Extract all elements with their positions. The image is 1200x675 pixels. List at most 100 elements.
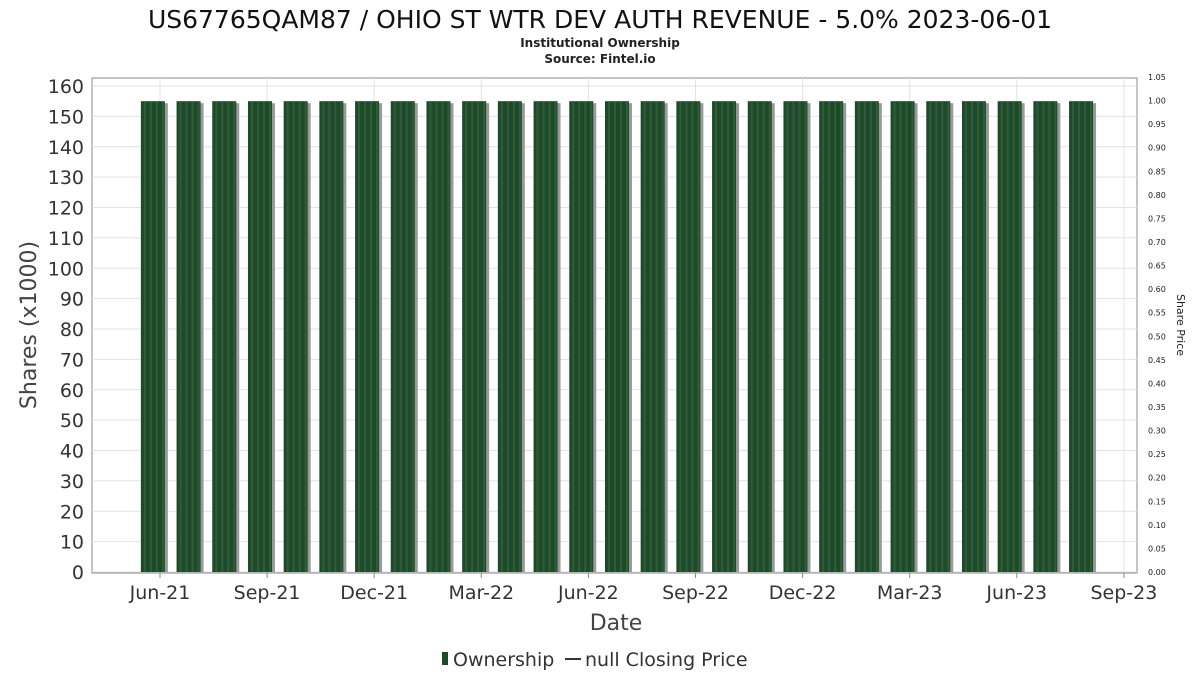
bar-stripe	[500, 101, 503, 572]
bar-Jul-21	[212, 101, 237, 572]
y-tick-label: 50	[60, 410, 84, 432]
bar-stripe	[715, 101, 718, 572]
y2-tick-label: 0.80	[1148, 191, 1166, 200]
bar-Apr-23	[961, 101, 986, 572]
y2-tick-label: 0.05	[1148, 544, 1166, 553]
bar-stripe	[798, 101, 801, 572]
bar-May-22	[569, 101, 594, 572]
y-tick-label: 30	[60, 471, 84, 493]
bar-stripe	[590, 101, 593, 572]
y-tick-label: 130	[48, 167, 84, 189]
bar-stripe	[518, 101, 521, 572]
bar-stripe	[328, 101, 331, 572]
y-tick-label: 10	[60, 532, 84, 554]
y2-tick-label: 0.90	[1148, 144, 1166, 153]
y-tick-label: 110	[48, 228, 84, 250]
bar-stripe	[393, 101, 396, 572]
x-tick-label: Dec-22	[769, 582, 837, 604]
bar-stripe	[191, 101, 194, 572]
bar-stripe	[899, 101, 902, 572]
chart-title: US67765QAM87 / OHIO ST WTR DEV AUTH REVE…	[148, 5, 1052, 34]
bar-Jun-22	[604, 101, 629, 572]
y2-tick-label: 0.10	[1148, 521, 1166, 530]
bar-stripe	[875, 101, 878, 572]
bar-stripe	[554, 101, 557, 572]
bar-stripe	[649, 101, 652, 572]
bar-stripe	[655, 101, 658, 572]
bar-stripe	[256, 101, 259, 572]
bar-stripe	[1072, 101, 1075, 572]
y2-tick-label: 0.35	[1148, 403, 1166, 412]
bar-stripe	[893, 101, 896, 572]
bar-stripe	[149, 101, 152, 572]
bar-Nov-22	[783, 101, 808, 572]
bar-stripe	[471, 101, 474, 572]
bar-stripe	[762, 101, 765, 572]
bar-stripe	[679, 101, 682, 572]
bar-stripe	[435, 101, 438, 572]
bar-stripe	[376, 101, 379, 572]
bar-stripe	[143, 101, 146, 572]
bar-stripe	[364, 101, 367, 572]
y2-tick-label: 0.70	[1148, 238, 1166, 247]
bar-stripe	[584, 101, 587, 572]
bar-Oct-22	[747, 101, 772, 572]
y2-tick-label: 0.50	[1148, 332, 1166, 341]
bar-stripe	[1090, 101, 1093, 572]
bar-stripe	[756, 101, 759, 572]
bar-Feb-22	[462, 101, 487, 572]
bar-stripe	[465, 101, 468, 572]
y-tick-label: 70	[60, 349, 84, 371]
bar-stripe	[929, 101, 932, 572]
y2-tick-label: 1.00	[1148, 97, 1166, 106]
bar-stripe	[733, 101, 736, 572]
bar-stripe	[399, 101, 402, 572]
x-tick-label: Jun-21	[129, 582, 191, 604]
y-tick-label: 0	[72, 562, 84, 584]
bar-stripe	[506, 101, 509, 572]
bar-stripe	[250, 101, 253, 572]
x-tick-label: Sep-23	[1090, 582, 1157, 604]
y2-tick-label: 0.65	[1148, 262, 1166, 271]
bar-Oct-21	[319, 101, 344, 572]
bar-stripe	[441, 101, 444, 572]
bar-stripe	[905, 101, 908, 572]
bar-stripe	[828, 101, 831, 572]
y2-tick-label: 0.95	[1148, 120, 1166, 129]
bar-stripe	[804, 101, 807, 572]
y2-axis-label: Share Price	[1174, 294, 1187, 356]
bar-stripe	[322, 101, 325, 572]
bar-stripe	[477, 101, 480, 572]
bar-stripe	[578, 101, 581, 572]
bar-stripe	[643, 101, 646, 572]
bar-stripe	[834, 101, 837, 572]
bar-stripe	[941, 101, 944, 572]
bar-stripe	[1012, 101, 1015, 572]
bar-stripe	[1006, 101, 1009, 572]
bar-stripe	[1036, 101, 1039, 572]
y2-tick-label: 0.85	[1148, 167, 1166, 176]
bar-stripe	[976, 101, 979, 572]
bar-stripe	[221, 101, 224, 572]
bar-stripe	[857, 101, 860, 572]
x-tick-label: Jun-22	[557, 582, 619, 604]
bar-stripe	[292, 101, 295, 572]
y2-tick-label: 0.60	[1148, 285, 1166, 294]
bar-Jan-23	[854, 101, 879, 572]
y-tick-label: 160	[48, 76, 84, 98]
y-axis-label: Shares (x1000)	[17, 241, 42, 409]
bar-May-21	[140, 101, 165, 572]
x-axis-label: Date	[590, 611, 643, 636]
bar-stripe	[340, 101, 343, 572]
y-tick-label: 20	[60, 501, 84, 523]
bar-stripe	[405, 101, 408, 572]
bar-stripe	[661, 101, 664, 572]
bar-stripe	[691, 101, 694, 572]
bar-stripe	[786, 101, 789, 572]
bar-stripe	[542, 101, 545, 572]
bar-Jul-23	[1069, 101, 1094, 572]
bar-stripe	[1042, 101, 1045, 572]
y2-tick-label: 0.75	[1148, 214, 1166, 223]
y-tick-label: 60	[60, 380, 84, 402]
